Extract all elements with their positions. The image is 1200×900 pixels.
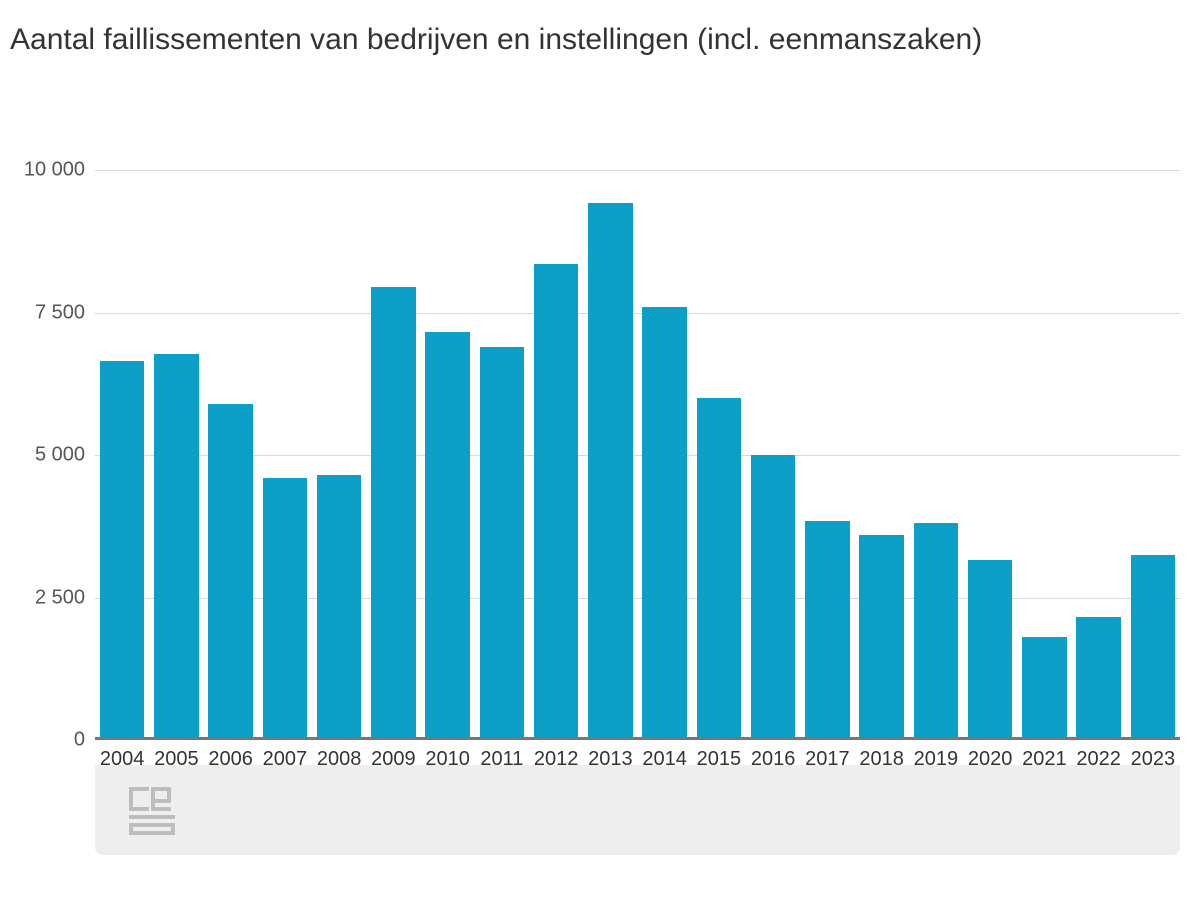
bar (425, 332, 469, 740)
x-axis-baseline (95, 737, 1180, 740)
bar (914, 523, 958, 740)
chart-container: Aantal faillissementen van bedrijven en … (0, 0, 1200, 900)
chart-footer (95, 765, 1180, 855)
plot-area: 02 5005 0007 50010 000 20042005200620072… (95, 170, 1180, 740)
chart-title: Aantal faillissementen van bedrijven en … (10, 20, 1010, 61)
bar (1131, 555, 1175, 740)
bar (480, 347, 524, 740)
bar (697, 398, 741, 740)
cbs-logo-icon (125, 824, 179, 841)
bar (154, 354, 198, 740)
bar (968, 560, 1012, 740)
bar (642, 307, 686, 740)
bar (1076, 617, 1120, 740)
y-tick-label: 5 000 (0, 444, 85, 467)
y-tick-label: 2 500 (0, 586, 85, 609)
bar (371, 287, 415, 740)
bar (588, 203, 632, 741)
y-tick-label: 10 000 (0, 159, 85, 182)
bar (805, 521, 849, 740)
bar (1022, 637, 1066, 740)
y-tick-label: 7 500 (0, 301, 85, 324)
bar (534, 264, 578, 740)
bar (263, 478, 307, 740)
bar (751, 455, 795, 740)
bar (100, 361, 144, 740)
y-tick-label: 0 (0, 729, 85, 752)
bar (859, 535, 903, 740)
bar (208, 404, 252, 740)
bar (317, 475, 361, 740)
bars (95, 170, 1180, 740)
